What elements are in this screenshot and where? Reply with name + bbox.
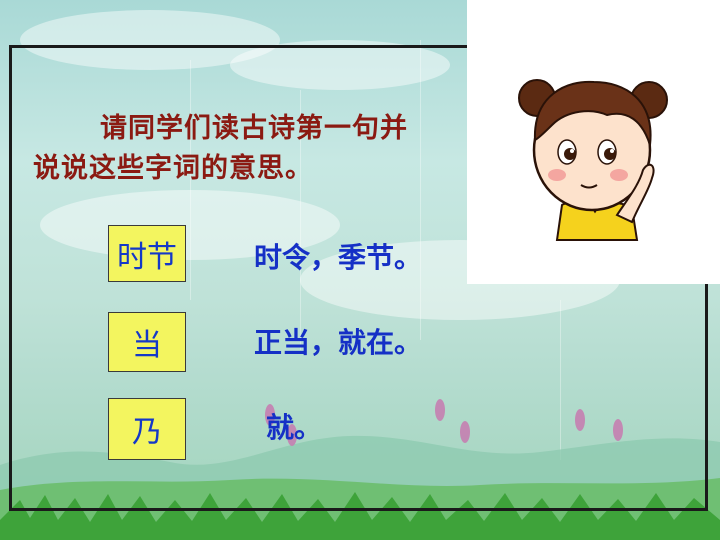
landscape-illustration bbox=[0, 399, 720, 540]
term-box-shijie: 时节 bbox=[108, 225, 186, 282]
instruction-line-1: 请同学们读古诗第一句并 bbox=[100, 113, 408, 144]
meaning-shijie: 时令，季节。 bbox=[254, 241, 423, 274]
rain-streak bbox=[300, 90, 301, 350]
rain-streak bbox=[190, 60, 191, 300]
term-box-dang: 当 bbox=[108, 312, 186, 372]
cloud bbox=[230, 40, 450, 90]
term-label: 当 bbox=[132, 328, 162, 363]
illustration-panel bbox=[467, 0, 720, 284]
cloud bbox=[40, 190, 340, 260]
cloud bbox=[20, 10, 280, 70]
rain-streak bbox=[420, 40, 421, 340]
rain-streak bbox=[560, 300, 561, 460]
term-label: 乃 bbox=[132, 415, 162, 450]
term-label: 时节 bbox=[117, 239, 177, 275]
meaning-dang: 正当，就在。 bbox=[254, 326, 423, 359]
instruction-line-2: 说说这些字词的意思。 bbox=[33, 153, 313, 184]
meaning-nai: 就。 bbox=[266, 411, 323, 444]
term-box-nai: 乃 bbox=[108, 398, 186, 460]
cartoon-girl-icon bbox=[518, 79, 668, 241]
